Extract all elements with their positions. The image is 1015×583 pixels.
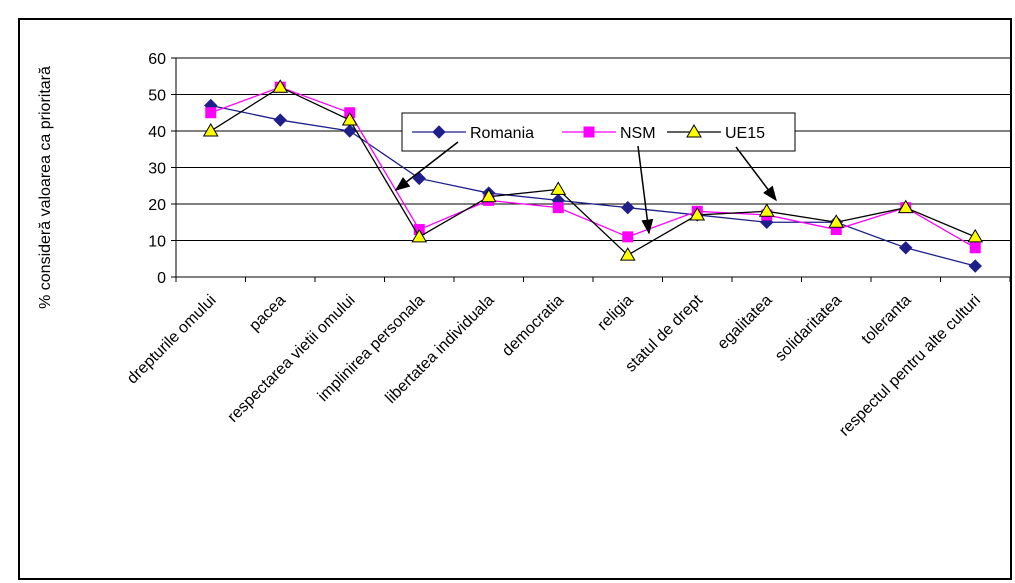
category-label-2: respectarea vietii omului: [225, 292, 359, 426]
data-point-1-11: [969, 242, 981, 254]
data-point-2-2: [341, 112, 358, 126]
data-point-1-5: [552, 202, 564, 214]
data-point-1-6: [622, 231, 634, 243]
legend-marker-1: [583, 126, 595, 138]
legend-marker-0: [432, 125, 446, 139]
y-tick-label-30: 30: [148, 161, 166, 178]
data-point-0-1: [273, 113, 287, 127]
data-point-2-9: [828, 214, 845, 228]
annotation-arrow-0: [394, 141, 459, 191]
category-label-6: religia: [594, 292, 636, 334]
category-label-11: respectul pentru alte culturi: [836, 292, 984, 440]
category-label-10: toleranta: [859, 292, 915, 348]
category-label-8: egalitatea: [714, 292, 775, 353]
category-label-1: pacea: [246, 292, 289, 335]
data-point-0-11: [968, 259, 982, 273]
data-point-2-3: [411, 228, 428, 243]
y-tick-label-40: 40: [148, 124, 166, 141]
y-tick-label-0: 0: [157, 270, 166, 287]
data-point-2-6: [619, 247, 636, 261]
annotation-arrow-2: [735, 146, 777, 202]
y-tick-label-50: 50: [148, 88, 166, 105]
data-point-0-2: [343, 124, 357, 138]
legend-marker-2: [686, 124, 702, 138]
data-point-2-11: [967, 228, 984, 243]
data-point-0-6: [621, 200, 635, 215]
data-point-2-1: [272, 79, 289, 93]
legend-label-1: NSM: [620, 125, 656, 142]
y-tick-label-20: 20: [148, 197, 166, 214]
data-point-1-0: [205, 107, 217, 119]
data-point-2-5: [550, 181, 567, 195]
data-point-0-10: [899, 241, 913, 255]
y-axis-title: % consideră valoarea ca prioritară: [37, 66, 54, 309]
data-point-1-9: [830, 224, 842, 236]
y-tick-label-10: 10: [148, 234, 166, 251]
chart-frame: 0 10 20 30 40 50 60 drepturile omului pacea respe…: [18, 18, 1012, 580]
series-line-2: [210, 86, 976, 256]
data-point-2-4: [480, 188, 497, 203]
data-point-2-8: [758, 203, 775, 217]
data-point-2-10: [897, 199, 914, 214]
legend-label-0: Romania: [470, 125, 534, 142]
y-tick-label-60: 60: [148, 51, 166, 68]
legend-label-2: UE15: [725, 125, 765, 142]
category-label-5: democratia: [499, 292, 567, 360]
category-label-9: solidaritatea: [772, 292, 845, 365]
annotation-arrow-1: [637, 145, 654, 235]
data-point-2-7: [689, 206, 706, 221]
data-point-2-0: [202, 123, 219, 137]
category-label-0: drepturile omului: [124, 292, 220, 388]
data-point-0-3: [412, 171, 426, 186]
